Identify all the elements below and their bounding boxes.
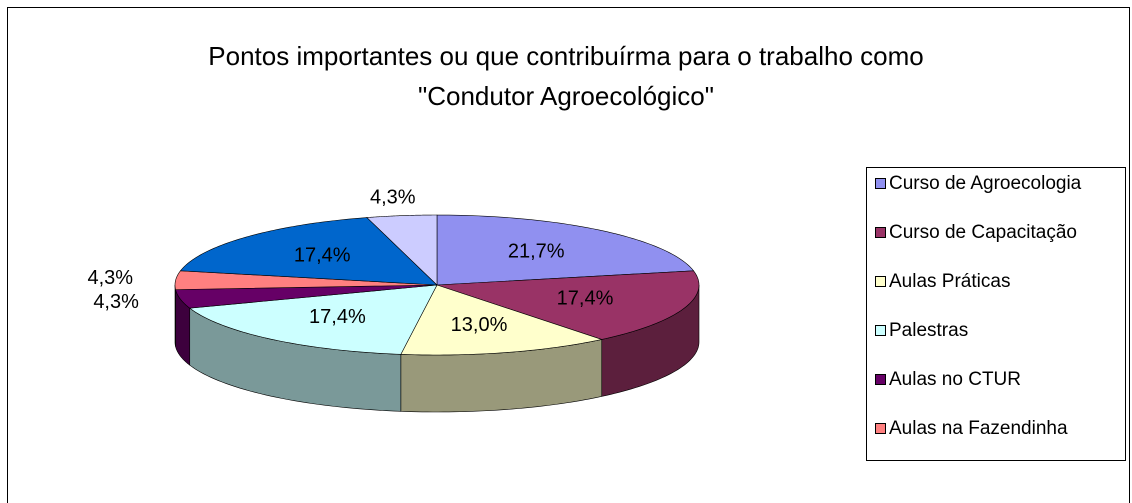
legend-swatch: [875, 178, 886, 189]
data-label: 17,4%: [309, 306, 366, 328]
data-label: 4,3%: [87, 267, 133, 289]
slice: [188, 284, 438, 355]
data-label: 17,4%: [557, 287, 614, 309]
slice: [436, 214, 695, 286]
legend-swatch: [875, 423, 886, 434]
slice: [175, 284, 438, 309]
legend-label: Aulas na Fazendinha: [889, 418, 1068, 439]
legend: Curso de Agroecologia Curso de Capacitaçã…: [866, 167, 1126, 461]
chart-title: Pontos importantes ou que contribuírma p…: [208, 41, 924, 111]
slice: [366, 214, 438, 286]
legend-swatch: [875, 325, 886, 336]
slice-side: [174, 285, 176, 347]
legend-label: Aulas Práticas: [889, 271, 1011, 292]
data-label: 17,4%: [294, 245, 351, 267]
data-label: 13,0%: [451, 314, 508, 336]
slice: [400, 284, 603, 356]
data-label: 4,3%: [93, 291, 139, 313]
chart-border: [7, 7, 1130, 503]
slice: [179, 217, 438, 286]
legend-label: Curso de Capacitação: [889, 222, 1077, 243]
legend-swatch: [875, 227, 886, 238]
slice: [174, 270, 438, 290]
data-label: 4,3%: [370, 187, 416, 209]
legend-label: Curso de Agroecologia: [889, 173, 1082, 194]
legend-label: Palestras: [889, 320, 969, 341]
data-label: 21,7%: [508, 241, 565, 263]
legend-swatch: [875, 276, 886, 287]
legend-swatch: [875, 374, 886, 385]
legend-label: Aulas no CTUR: [889, 369, 1021, 390]
slice: [436, 270, 700, 340]
